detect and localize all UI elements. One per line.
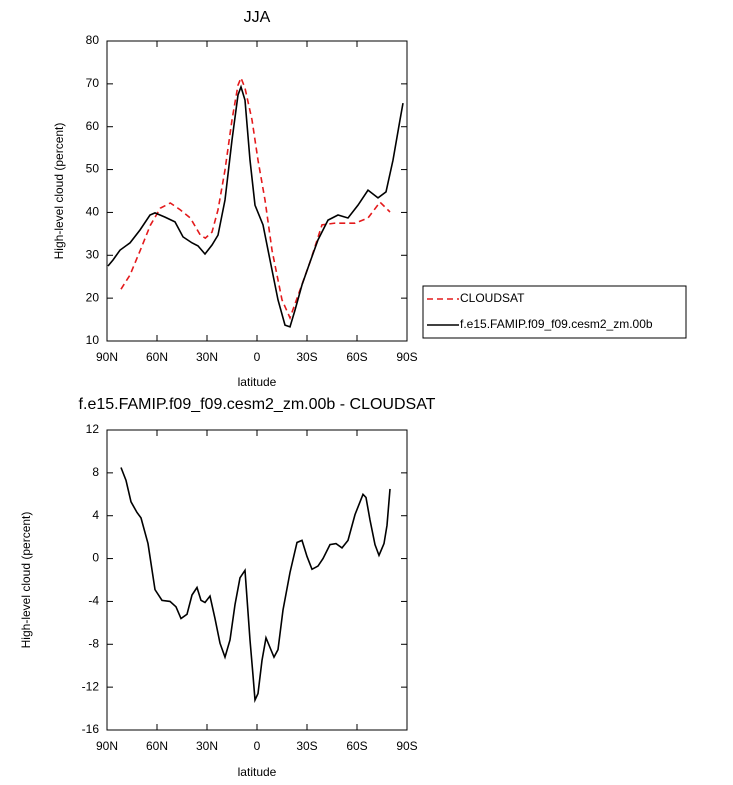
- x-tick-label: 90S: [396, 739, 417, 753]
- x-tick-label: 90N: [96, 739, 118, 753]
- x-tick-label: 90N: [96, 350, 118, 364]
- x-tick-label: 30S: [296, 350, 317, 364]
- y-tick-label: -8: [88, 636, 99, 650]
- x-tick-label: 30N: [196, 739, 218, 753]
- y-tick-label: 40: [86, 205, 100, 219]
- y-tick-label: 70: [86, 76, 100, 90]
- y-tick-label: -4: [88, 594, 99, 608]
- y-tick-label: 10: [86, 333, 100, 347]
- y-axis-label: High-level cloud (percent): [19, 512, 33, 649]
- data-line: [120, 75, 391, 321]
- x-tick-label: 60S: [346, 739, 367, 753]
- x-tick-label: 60N: [146, 739, 168, 753]
- data-line: [107, 84, 404, 328]
- chart-title: f.e15.FAMIP.f09_f09.cesm2_zm.00b - CLOUD…: [79, 396, 436, 413]
- y-tick-label: 80: [86, 33, 100, 47]
- x-tick-label: 30S: [296, 739, 317, 753]
- y-tick-label: -16: [82, 722, 100, 736]
- y-tick-label: -12: [82, 679, 100, 693]
- y-tick-label: 50: [86, 162, 100, 176]
- x-tick-label: 60S: [346, 350, 367, 364]
- y-tick-label: 8: [92, 465, 99, 479]
- y-tick-label: 30: [86, 247, 100, 261]
- y-tick-label: 20: [86, 290, 100, 304]
- legend-label: f.e15.FAMIP.f09_f09.cesm2_zm.00b: [460, 317, 653, 331]
- legend-box: [422, 285, 687, 339]
- plot-frame: [106, 429, 408, 731]
- x-tick-label: 30N: [196, 350, 218, 364]
- chart-title: JJA: [244, 9, 271, 26]
- data-line: [120, 467, 391, 704]
- legend-label: CLOUDSAT: [460, 291, 525, 305]
- y-tick-label: 60: [86, 119, 100, 133]
- y-tick-label: 12: [86, 422, 100, 436]
- x-tick-label: 0: [254, 350, 261, 364]
- y-axis-label: High-level cloud (percent): [52, 123, 66, 260]
- y-tick-label: 4: [92, 508, 99, 522]
- x-tick-label: 60N: [146, 350, 168, 364]
- y-tick-label: 0: [92, 551, 99, 565]
- plot-frame: [106, 40, 408, 342]
- x-tick-label: 0: [254, 739, 261, 753]
- x-axis-label: latitude: [238, 765, 277, 779]
- x-axis-label: latitude: [238, 375, 277, 389]
- x-tick-label: 90S: [396, 350, 417, 364]
